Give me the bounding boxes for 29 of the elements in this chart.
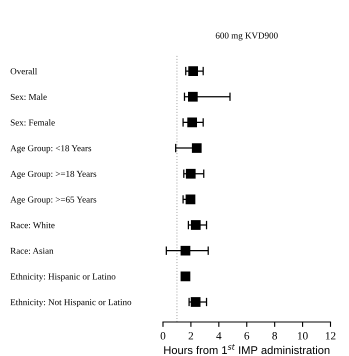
point xyxy=(186,194,196,204)
point xyxy=(192,143,202,153)
point xyxy=(188,66,198,76)
point xyxy=(187,118,198,128)
point xyxy=(190,220,201,230)
x-axis-title: Hours from 1$^{st}$ IMP administration xyxy=(164,344,330,354)
point xyxy=(186,168,196,179)
x-tick-label: 8 xyxy=(272,332,278,340)
x-tick-label: 10 xyxy=(298,332,308,340)
point xyxy=(180,246,190,256)
y-tick-label: Ethnicity: Hispanic or Latino xyxy=(10,273,116,282)
y-tick-label: Race: White xyxy=(10,222,55,228)
point xyxy=(190,297,201,307)
y-tick-label: Age Group: >=65 Years xyxy=(10,196,96,204)
x-tick-label: 0 xyxy=(160,332,166,340)
y-tick-label: Age Group: >=18 Years xyxy=(10,170,96,179)
x-tick-label: 4 xyxy=(216,332,222,340)
chart-title: 600 mg KVD900 xyxy=(216,32,278,40)
x-tick-label: 12 xyxy=(326,332,336,340)
y-tick-label: Ethnicity: Not Hispanic or Latino xyxy=(10,298,132,308)
y-tick-label: Overall xyxy=(10,68,38,74)
point xyxy=(180,271,190,282)
point xyxy=(188,92,198,102)
y-tick-label: Sex: Female xyxy=(10,119,55,126)
x-tick-label: 6 xyxy=(244,332,250,340)
y-tick-label: Sex: Male xyxy=(10,94,47,100)
y-tick-label: Age Group: <18 Years xyxy=(10,145,92,154)
x-tick-label: 2 xyxy=(188,332,194,340)
y-tick-label: Race: Asian xyxy=(10,248,54,254)
